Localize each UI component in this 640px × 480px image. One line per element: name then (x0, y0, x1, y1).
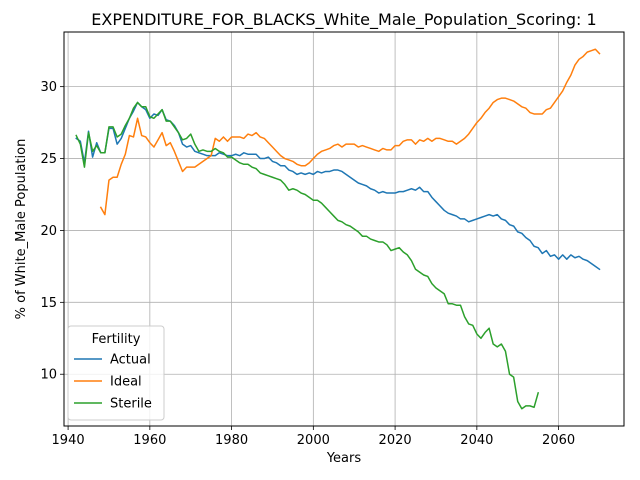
y-tick-label: 25 (40, 152, 57, 167)
series-line-ideal (99, 48, 601, 216)
y-axis-title: % of White_Male Population (14, 139, 29, 320)
legend-label-actual: Actual (110, 353, 151, 368)
legend-title: Fertility (92, 332, 141, 347)
legend: Fertility Actual Ideal Sterile (67, 325, 165, 421)
x-tick-label: 2060 (542, 433, 575, 448)
series-layer (75, 48, 601, 410)
x-tick-label: 1940 (52, 433, 85, 448)
chart-title: EXPENDITURE_FOR_BLACKS_White_Male_Popula… (91, 10, 596, 30)
y-tick-label: 10 (40, 368, 57, 383)
plot-frame (63, 31, 625, 427)
x-tick-label: 1980 (215, 433, 248, 448)
legend-label-ideal: Ideal (110, 375, 142, 390)
series-line-sterile (75, 101, 540, 410)
y-tick-label: 15 (40, 296, 57, 311)
x-tick-label: 2040 (460, 433, 493, 448)
legend-box (67, 325, 165, 421)
x-tick-label: 1960 (133, 433, 166, 448)
y-tick-label: 20 (40, 224, 57, 239)
x-tick-label: 2000 (297, 433, 330, 448)
y-tick-label: 30 (40, 80, 57, 95)
x-tick-label: 2020 (379, 433, 412, 448)
x-axis-title: Years (326, 451, 362, 466)
legend-label-sterile: Sterile (110, 397, 152, 412)
axis-ticks: 1940 1960 1980 2000 2020 2040 2060 10 15 20 25 30 (40, 80, 575, 448)
